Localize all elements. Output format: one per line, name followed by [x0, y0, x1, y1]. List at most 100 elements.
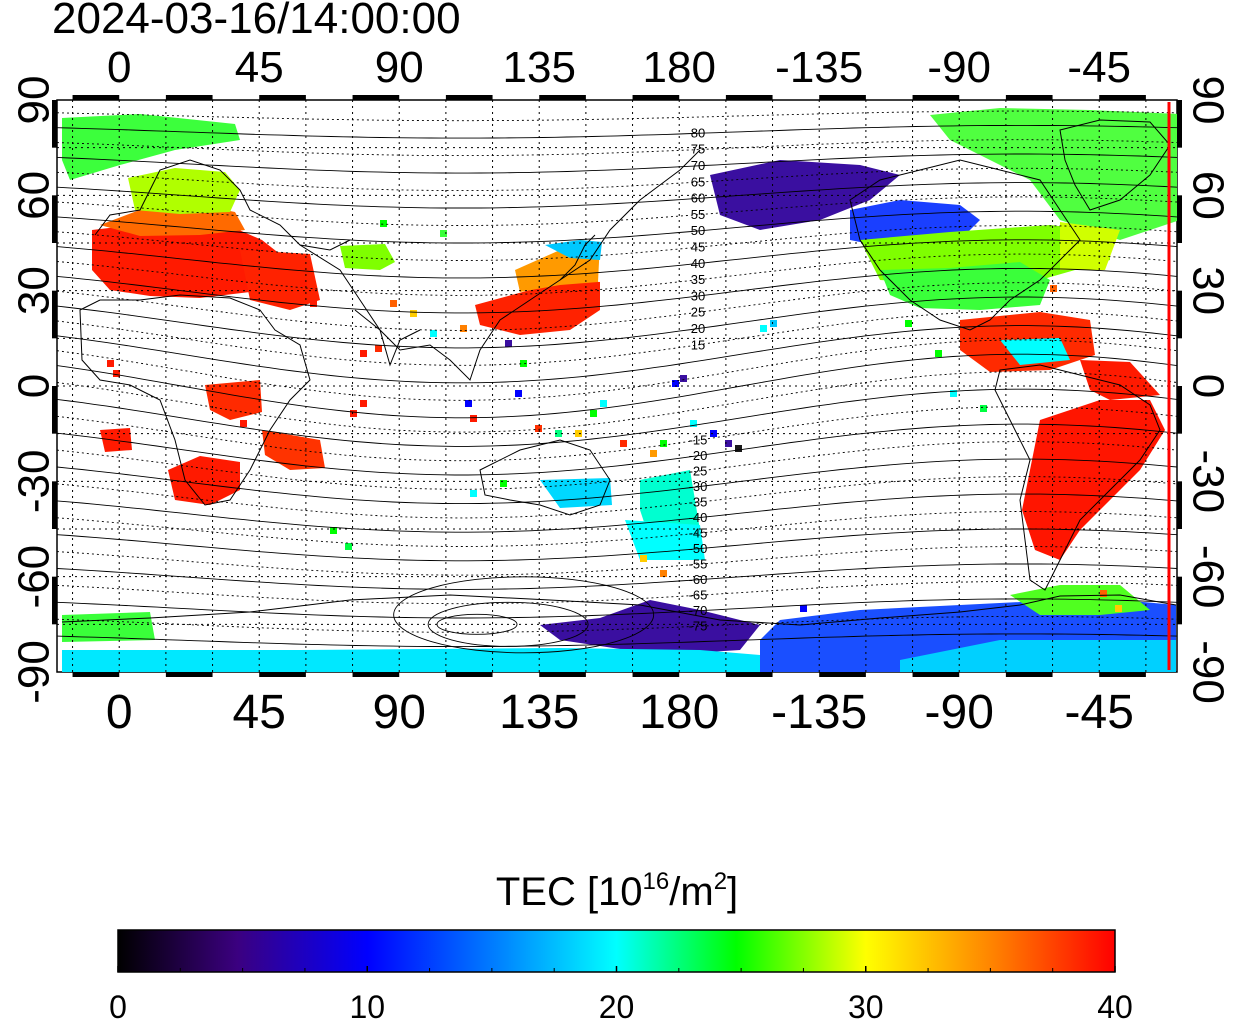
lon-tick-top-label: -45	[1067, 43, 1131, 92]
map-grid	[57, 100, 1177, 672]
tec-data-layer	[62, 108, 1177, 672]
frame-bar-segment	[52, 386, 57, 434]
lat-axis-right: 90 60 30 0 -30 -60 -90	[1184, 76, 1233, 704]
tec-data-point	[465, 400, 472, 407]
lon-tick-top-label: 45	[235, 43, 284, 92]
frame-bar-segment	[1005, 672, 1053, 677]
magnetic-contour	[57, 253, 1177, 296]
tec-data-point	[440, 230, 447, 237]
tec-patch-south-africa	[168, 456, 240, 505]
tec-patch-central-asia	[340, 244, 395, 270]
contour-label-north: 40	[691, 256, 705, 271]
tec-patch-amazon	[1080, 360, 1160, 400]
tec-data-point	[113, 370, 120, 377]
contour-label-north: 65	[691, 174, 705, 189]
tec-data-point	[680, 375, 687, 382]
frame-bar-segment	[52, 290, 57, 339]
frame-bar-segment	[445, 95, 493, 100]
tec-patch-drake	[900, 640, 1176, 672]
magnetic-contour	[57, 167, 1177, 192]
magnetic-contour	[57, 458, 1177, 505]
tec-data-point	[600, 400, 607, 407]
lon-tick-bottom-label: -45	[1065, 686, 1134, 739]
contour-label-south: -55	[689, 556, 708, 571]
lon-tick-bottom-label: 180	[639, 686, 719, 739]
tec-data-point	[935, 350, 942, 357]
frame-bar-segment	[912, 95, 960, 100]
tec-data-point	[1050, 285, 1057, 292]
colorbar-tick-label: 20	[599, 989, 635, 1021]
tec-data-point	[690, 420, 697, 427]
magnetic-contour	[57, 153, 1177, 174]
tec-patch-arctic-europe	[62, 114, 240, 180]
tec-data-point	[535, 425, 542, 432]
magnetic-contour	[57, 196, 1177, 226]
lat-tick-right-label: 0	[1184, 374, 1233, 398]
contour-label-south: -65	[689, 587, 708, 602]
frame-bar-segment	[1099, 95, 1146, 100]
contour-label-north: 15	[691, 337, 705, 352]
tec-data-point	[555, 430, 562, 437]
tec-data-point	[410, 310, 417, 317]
lat-tick-right-label: 60	[1184, 171, 1233, 220]
tec-data-point	[640, 555, 647, 562]
lon-axis-top: 0 45 90 135 180 -135 -90 -45	[107, 43, 1131, 92]
contour-label-north: 45	[691, 240, 705, 255]
tec-data-point	[735, 445, 742, 452]
lon-tick-top-label: 180	[643, 43, 716, 92]
lon-tick-top-label: -135	[775, 43, 863, 92]
tec-data-point	[360, 350, 367, 357]
frame-bar-segment	[1177, 481, 1182, 529]
coast-africa	[79, 294, 311, 506]
tec-data-point	[460, 325, 467, 332]
tec-patch-arabia	[240, 250, 320, 310]
tec-data-point	[575, 430, 582, 437]
tec-data-point	[300, 280, 307, 287]
tec-patch-antarctica-pole	[62, 648, 760, 672]
contour-label-south: -35	[689, 495, 708, 510]
tec-data-point	[800, 605, 807, 612]
frame-bar-segment	[52, 481, 57, 529]
magnetic-contour-ellipse	[427, 601, 589, 647]
colorbar-tick-label: 40	[1097, 989, 1133, 1021]
magnetic-contour	[57, 339, 1177, 401]
coast-south-america	[994, 364, 1161, 591]
tec-scatter-points	[107, 220, 1122, 612]
tec-patch-east-africa	[262, 430, 325, 470]
frame-bar-segment	[165, 672, 213, 677]
lon-tick-top-label: 135	[503, 43, 576, 92]
tec-patch-west-africa	[100, 428, 132, 452]
lon-tick-top-label: 0	[107, 43, 131, 92]
frame-bar-segment	[52, 576, 57, 625]
contour-label-north: 55	[691, 207, 705, 222]
contour-label-south: -30	[689, 479, 708, 494]
magnetic-contour	[57, 598, 1177, 619]
contour-label-north: 35	[691, 272, 705, 287]
tec-data-point	[310, 300, 317, 307]
magnetic-latitude-contours	[57, 110, 1177, 654]
lat-tick-right-label: 30	[1184, 266, 1233, 315]
tec-data-point	[770, 320, 777, 327]
tec-data-point	[950, 390, 957, 397]
contour-label-north: 20	[691, 321, 705, 336]
magnetic-contour	[57, 182, 1177, 209]
frame-bar-segment	[52, 195, 57, 243]
magnetic-contour	[57, 239, 1177, 279]
contour-label-south: -75	[689, 618, 708, 633]
magnetic-contour	[57, 528, 1177, 562]
lon-tick-bottom-label: 45	[233, 686, 286, 739]
tec-patch-scandinavia	[128, 168, 240, 214]
frame-tick-bars	[52, 95, 1182, 677]
lat-tick-right-label: 90	[1184, 76, 1233, 125]
tec-data-point	[980, 405, 987, 412]
tec-data-point	[500, 480, 507, 487]
tec-data-point	[470, 490, 477, 497]
colorbar-tick-label: 30	[848, 989, 884, 1021]
frame-bar-segment	[539, 672, 586, 677]
magnetic-contour	[57, 615, 1177, 633]
coast-japan	[559, 234, 596, 281]
tec-data-point	[380, 220, 387, 227]
magnetic-contour-ellipse	[393, 576, 655, 654]
magnetic-contour	[57, 296, 1177, 349]
